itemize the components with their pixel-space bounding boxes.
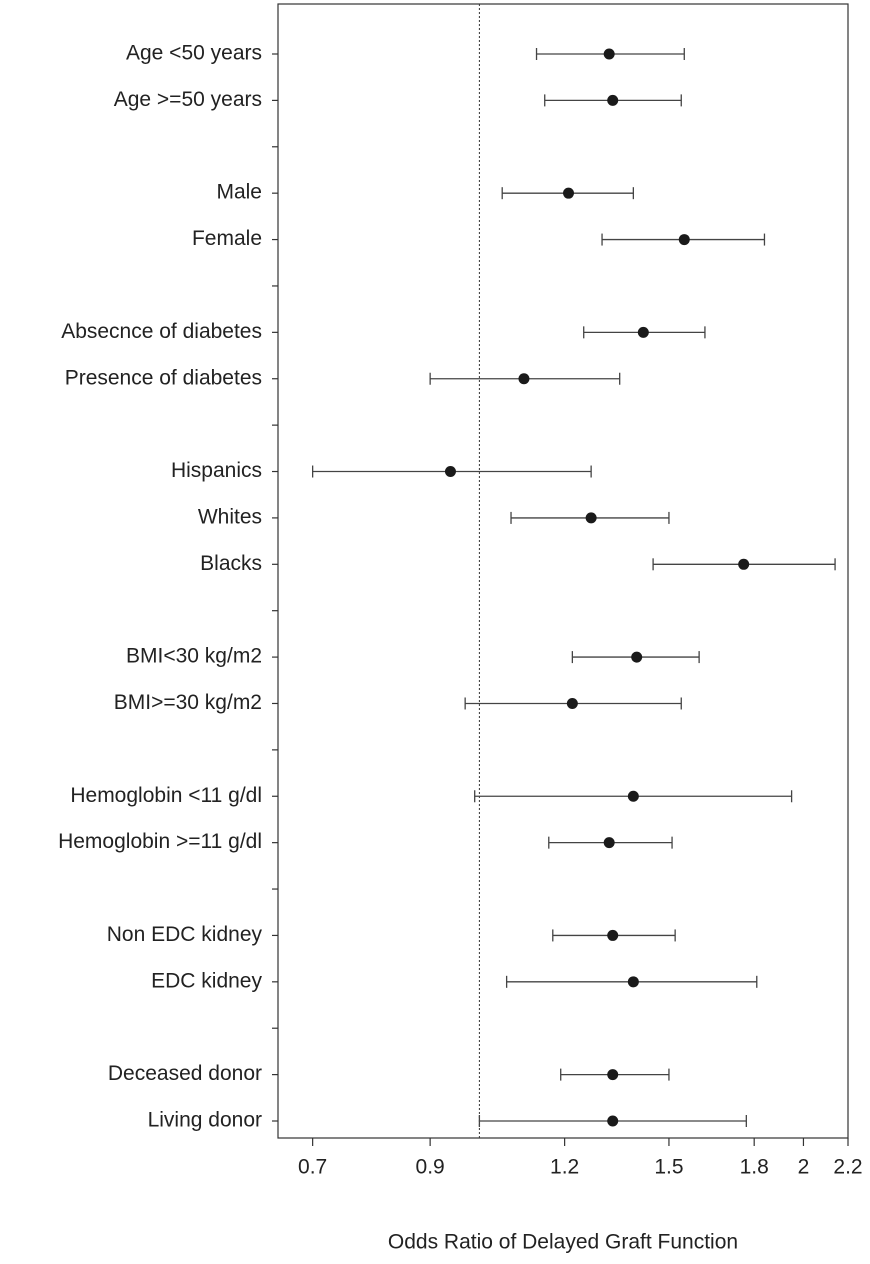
point-estimate bbox=[444, 466, 456, 478]
x-tick-label: 2.2 bbox=[833, 1156, 862, 1179]
point-estimate bbox=[607, 1069, 619, 1081]
y-tick-label: Presence of diabetes bbox=[65, 366, 262, 389]
x-axis-label: Odds Ratio of Delayed Graft Function bbox=[388, 1231, 738, 1254]
point-estimate bbox=[631, 651, 643, 663]
point-estimate bbox=[566, 697, 578, 709]
x-tick-label: 2 bbox=[798, 1156, 810, 1179]
y-tick-label: Age >=50 years bbox=[114, 88, 262, 111]
y-tick-label: Living donor bbox=[148, 1109, 262, 1132]
point-estimate bbox=[637, 326, 649, 338]
x-tick-label: 1.8 bbox=[740, 1156, 769, 1179]
x-tick-label: 1.2 bbox=[550, 1156, 579, 1179]
y-tick-label: Non EDC kidney bbox=[107, 923, 263, 946]
point-estimate bbox=[563, 187, 575, 199]
point-estimate bbox=[585, 512, 597, 524]
y-tick-label: Hemoglobin >=11 g/dl bbox=[58, 830, 262, 853]
point-estimate bbox=[627, 790, 639, 802]
point-estimate bbox=[603, 48, 615, 60]
y-tick-label: EDC kidney bbox=[151, 969, 262, 992]
point-estimate bbox=[603, 837, 615, 849]
y-tick-label: Age <50 years bbox=[126, 42, 262, 65]
y-tick-label: BMI<30 kg/m2 bbox=[126, 645, 262, 668]
y-tick-label: Deceased donor bbox=[108, 1062, 262, 1085]
point-estimate bbox=[627, 976, 639, 988]
point-estimate bbox=[678, 234, 690, 246]
y-tick-label: BMI>=30 kg/m2 bbox=[114, 691, 262, 714]
plot-frame bbox=[277, 3, 849, 1139]
point-estimate bbox=[607, 929, 619, 941]
point-estimate bbox=[607, 1115, 619, 1127]
y-tick-label: Whites bbox=[198, 505, 262, 528]
y-tick-label: Hispanics bbox=[171, 459, 262, 482]
y-tick-label: Absecnce of diabetes bbox=[61, 320, 262, 343]
point-estimate bbox=[738, 558, 750, 570]
x-tick-label: 0.9 bbox=[416, 1156, 445, 1179]
y-tick-label: Blacks bbox=[200, 552, 262, 575]
y-tick-label: Male bbox=[216, 181, 262, 204]
point-estimate bbox=[518, 373, 530, 385]
point-estimate bbox=[607, 94, 619, 106]
y-tick-label: Hemoglobin <11 g/dl bbox=[70, 784, 262, 807]
y-tick-label: Female bbox=[192, 227, 262, 250]
x-tick-label: 1.5 bbox=[654, 1156, 683, 1179]
x-tick-label: 0.7 bbox=[298, 1156, 327, 1179]
